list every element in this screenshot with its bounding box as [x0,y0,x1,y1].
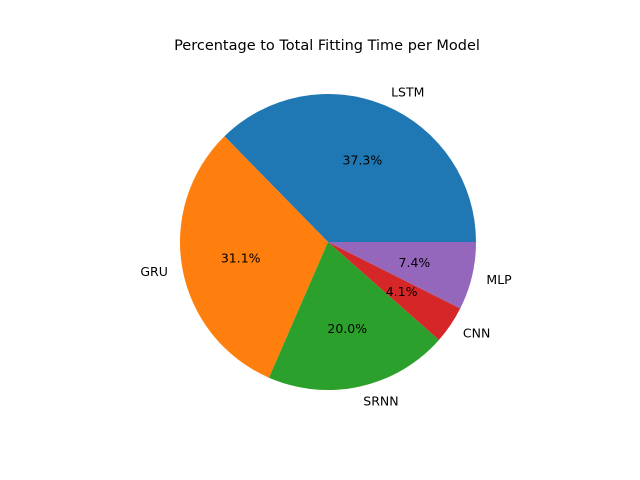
pie-slices [180,94,477,390]
pie-slice-cnn [328,242,461,340]
pie-slice-srnn [268,242,439,390]
pie-slice-gru [180,136,328,378]
slice-label-srnn: SRNN [363,393,398,408]
pie-slice-mlp [328,242,476,309]
slice-percent-gru: 31.1% [221,251,261,266]
slice-label-lstm: LSTM [391,84,424,99]
chart-title: Percentage to Total Fitting Time per Mod… [174,38,480,54]
pie-slice-lstm [224,94,477,242]
slice-percent-cnn: 4.1% [386,284,418,299]
slice-percent-mlp: 7.4% [399,255,431,270]
slice-percent-srnn: 20.0% [327,321,367,336]
slice-label-mlp: MLP [486,272,512,287]
slice-label-cnn: CNN [463,326,490,341]
slice-percent-lstm: 37.3% [343,153,383,168]
pie-labels: LSTM 37.3% GRU 31.1% SRNN 20.0% CNN 4.1% MLP 7.4% [140,84,512,408]
slice-label-gru: GRU [140,264,168,279]
